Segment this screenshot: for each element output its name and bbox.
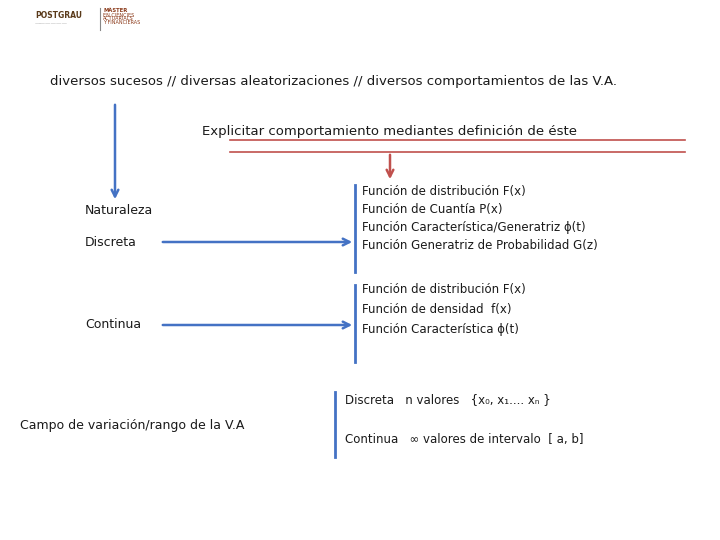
- Text: Continua   ∞ valores de intervalo  [ a, b]: Continua ∞ valores de intervalo [ a, b]: [345, 434, 583, 447]
- Text: ——————: ——————: [35, 22, 68, 26]
- Text: Función de densidad  f(x): Función de densidad f(x): [362, 303, 511, 316]
- Text: Discreta   n valores   {x₀, x₁.... xₙ }: Discreta n valores {x₀, x₁.... xₙ }: [345, 394, 551, 407]
- Text: Función Generatriz de Probabilidad G(z): Función Generatriz de Probabilidad G(z): [362, 240, 598, 253]
- Text: Función de distribución F(x): Función de distribución F(x): [362, 284, 526, 296]
- Text: Campo de variación/rango de la V.A: Campo de variación/rango de la V.A: [20, 418, 244, 431]
- Text: diversos sucesos // diversas aleatorizaciones // diversos comportamientos de las: diversos sucesos // diversas aleatorizac…: [50, 76, 617, 89]
- Text: Función de Cuantía P(x): Función de Cuantía P(x): [362, 204, 503, 217]
- Text: Explicitar comportamiento mediantes definición de éste: Explicitar comportamiento mediantes defi…: [202, 125, 577, 138]
- Text: EN CIÈNCIES: EN CIÈNCIES: [103, 12, 134, 17]
- Text: MÀSTER: MÀSTER: [103, 9, 127, 14]
- Text: Y FINANCIERAS: Y FINANCIERAS: [103, 21, 140, 25]
- Text: Continua: Continua: [85, 319, 141, 332]
- Text: POSTGRAU: POSTGRAU: [35, 11, 82, 21]
- Text: Función de distribución F(x): Función de distribución F(x): [362, 186, 526, 199]
- Text: Discreta: Discreta: [85, 235, 137, 248]
- Text: Función Característica/Generatriz ϕ(t): Función Característica/Generatriz ϕ(t): [362, 221, 585, 234]
- Text: ACTUARIALS: ACTUARIALS: [103, 17, 134, 22]
- Text: Naturaleza: Naturaleza: [85, 204, 153, 217]
- Text: Función Característica ϕ(t): Función Característica ϕ(t): [362, 323, 519, 336]
